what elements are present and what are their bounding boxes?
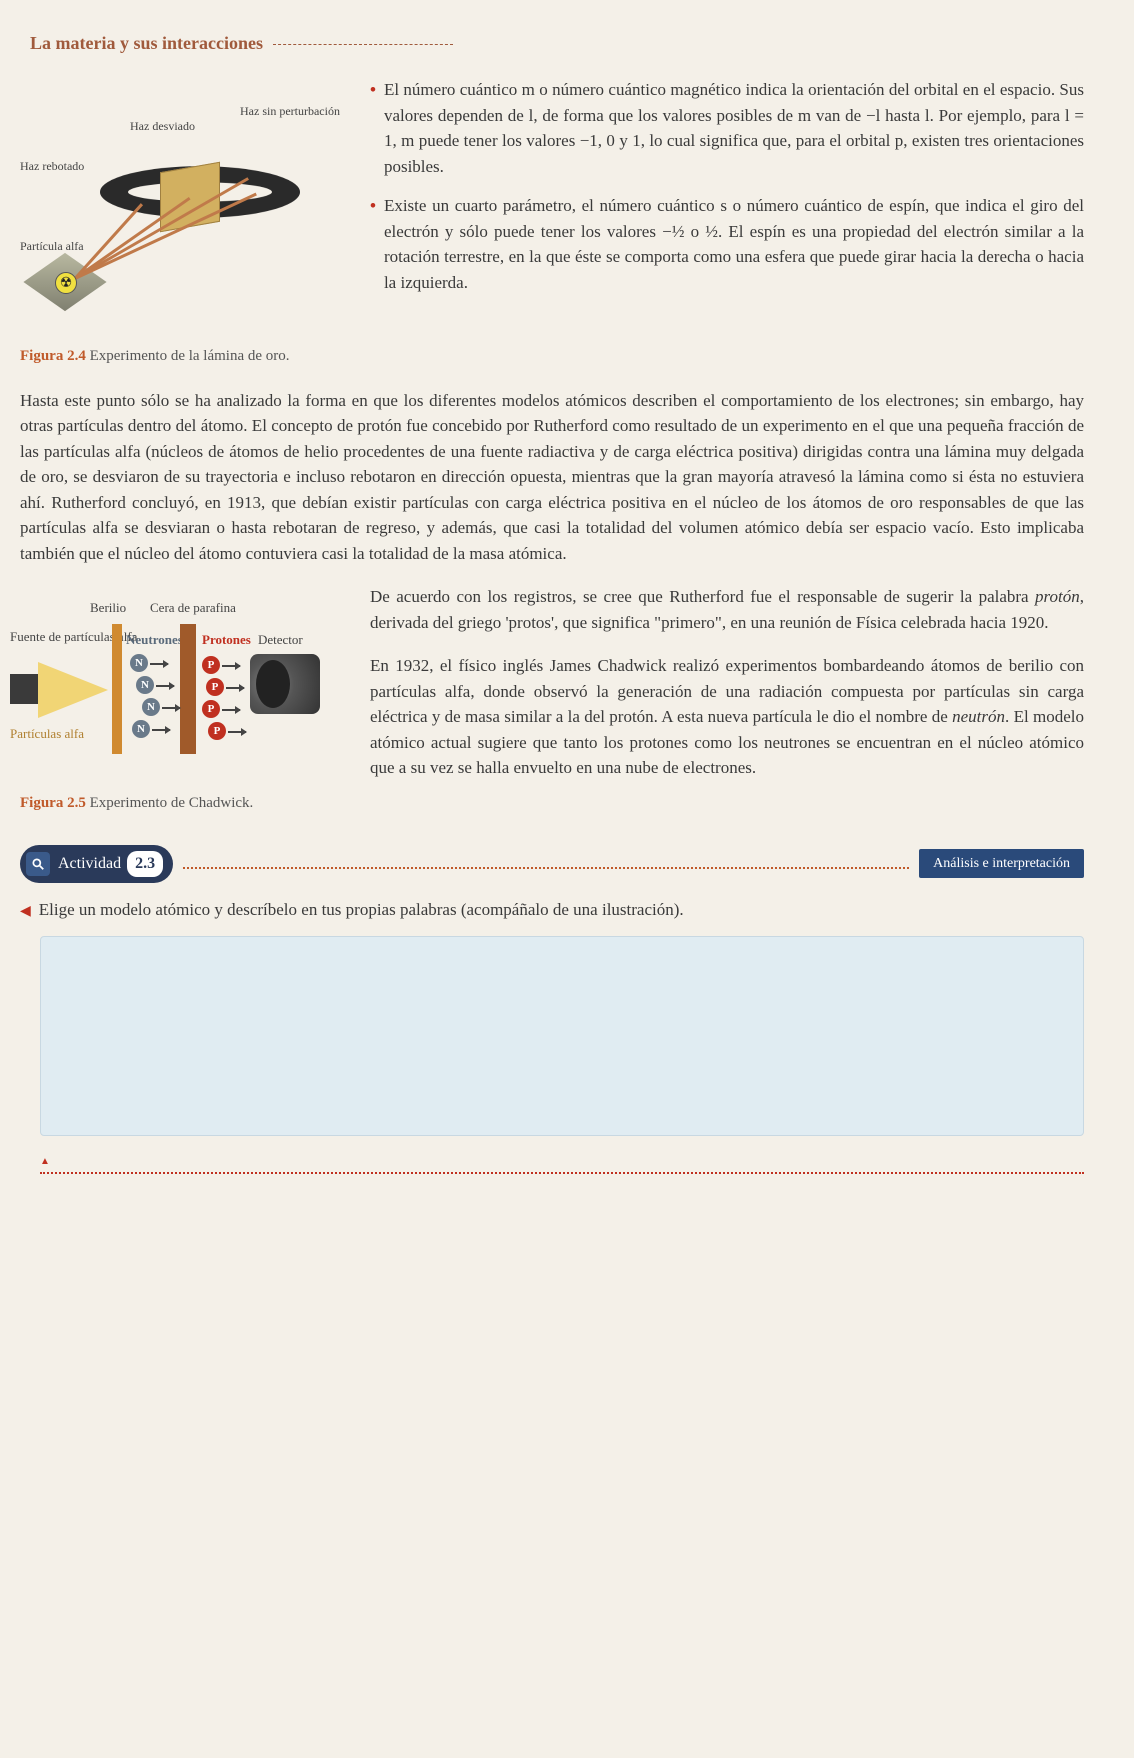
detector-shape — [250, 654, 320, 714]
instruction-text: Elige un modelo atómico y descríbelo en … — [39, 897, 684, 923]
bullet-dot-icon: • — [370, 77, 376, 179]
proton-icon: P — [208, 722, 226, 740]
activity-badge: Actividad 2.3 — [20, 845, 173, 883]
neutron-icon: N — [130, 654, 148, 672]
label-detector: Detector — [258, 630, 303, 650]
para2-a: De acuerdo con los registros, se cree qu… — [370, 587, 1035, 606]
paragraph-proton: De acuerdo con los registros, se cree qu… — [370, 584, 1084, 635]
bullet-2-text: Existe un cuarto parámetro, el número cu… — [384, 193, 1084, 295]
proton-icon: P — [206, 678, 224, 696]
figure-2-5-number: Figura 2.5 — [20, 795, 86, 811]
label-cera: Cera de parafina — [150, 598, 236, 618]
label-neutrones: Neutrones — [126, 630, 183, 650]
magnifier-icon — [26, 852, 50, 876]
neutron-icon: N — [142, 698, 160, 716]
label-protones: Protones — [202, 630, 251, 650]
label-particulas-alfa: Partículas alfa — [10, 724, 84, 744]
footer-rule — [40, 1146, 1084, 1174]
activity-instruction: ◀ Elige un modelo atómico y descríbelo e… — [20, 897, 1084, 923]
figure-2-5-caption: Figura 2.5 Experimento de Chadwick. — [20, 792, 350, 815]
dotted-rule — [183, 859, 909, 869]
section-header: La materia y sus interacciones — [20, 30, 1084, 57]
activity-number: 2.3 — [127, 851, 163, 877]
label-haz-sin-perturbacion: Haz sin perturbación — [240, 105, 340, 118]
neutron-icon: N — [136, 676, 154, 694]
activity-label: Actividad — [58, 852, 121, 876]
paragraph-rutherford: Hasta este punto sólo se ha analizado la… — [20, 388, 1084, 567]
radiation-icon: ☢ — [55, 272, 77, 294]
label-berilio: Berilio — [90, 598, 126, 618]
activity-header: Actividad 2.3 Análisis e interpretación — [20, 845, 1084, 883]
proton-icon: P — [202, 656, 220, 674]
label-haz-desviado: Haz desviado — [130, 117, 195, 135]
term-proton: protón — [1035, 587, 1080, 606]
term-neutron: neutrón — [952, 707, 1005, 726]
figure-2-5-text: Experimento de Chadwick. — [90, 795, 254, 811]
triangle-bullet-icon: ◀ — [20, 901, 31, 923]
label-particula-alfa: Partícula alfa — [20, 237, 84, 255]
label-fuente: Fuente de partículas alfa — [10, 630, 90, 644]
label-haz-rebotado: Haz rebotado — [20, 157, 84, 175]
figure-2-5-illustration: Berilio Cera de parafina Detector Fuente… — [20, 584, 340, 784]
answer-area[interactable] — [40, 936, 1084, 1136]
proton-icon: P — [202, 700, 220, 718]
figure-2-4-number: Figura 2.4 — [20, 348, 86, 364]
neutron-icon: N — [132, 720, 150, 738]
activity-tag: Análisis e interpretación — [919, 849, 1084, 878]
figure-2-4-caption: Figura 2.4 Experimento de la lámina de o… — [20, 345, 350, 368]
figure-2-4-illustration: Haz rebotado Haz desviado Haz sin pertur… — [20, 77, 340, 337]
paragraph-chadwick-a: En 1932, el físico inglés James Chadwick… — [370, 653, 1084, 781]
figure-2-4-text: Experimento de la lámina de oro. — [90, 348, 290, 364]
bullet-1-text: El número cuántico m o número cuántico m… — [384, 77, 1084, 179]
bullet-dot-icon: • — [370, 193, 376, 295]
